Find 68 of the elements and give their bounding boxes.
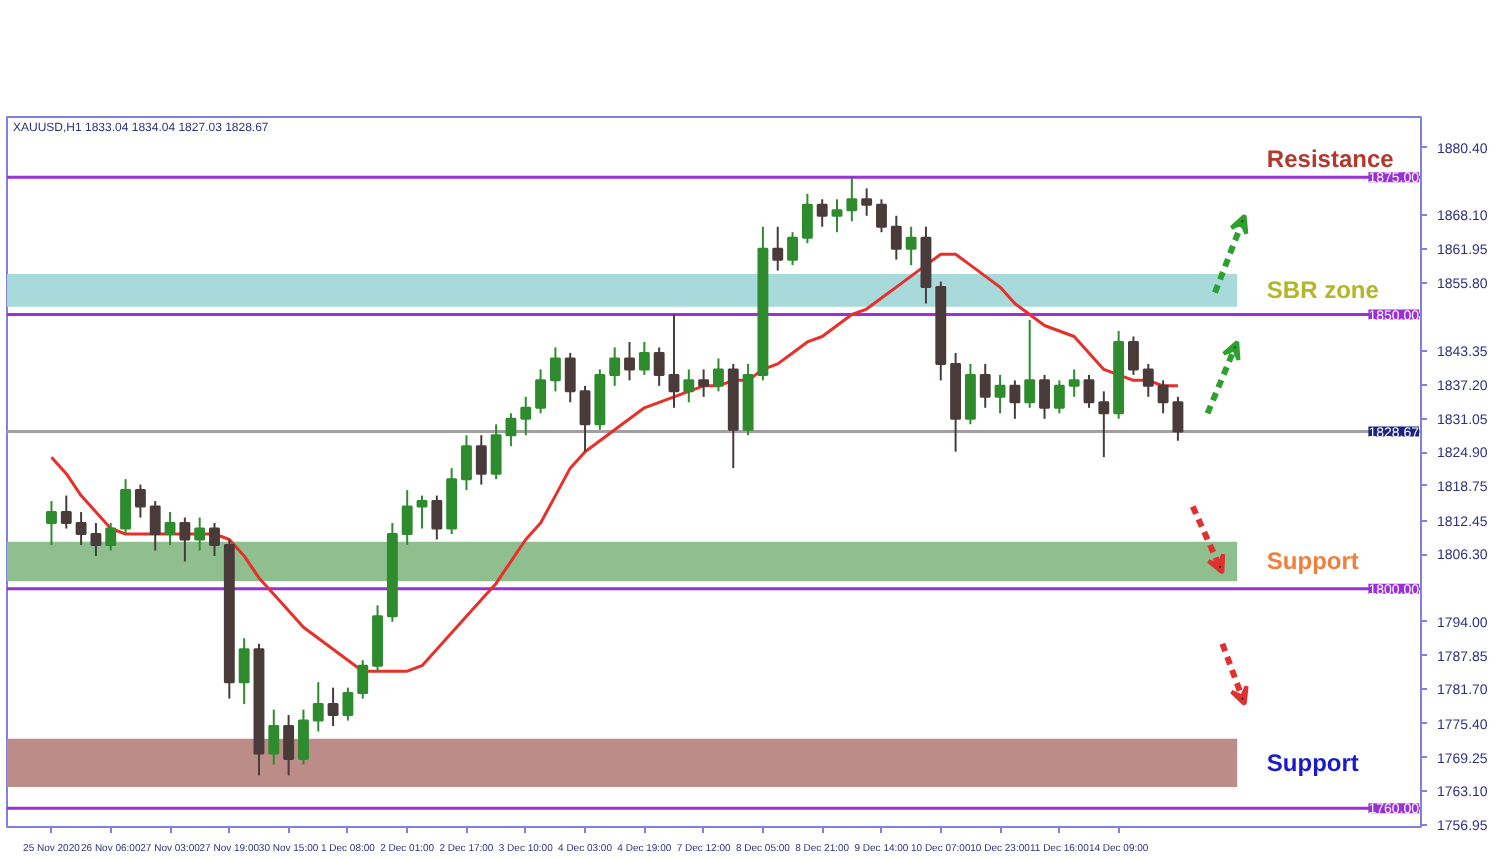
candlestick	[668, 313, 680, 409]
candlestick	[90, 522, 102, 557]
candlestick	[624, 340, 635, 382]
candlestick	[312, 681, 324, 733]
candlestick	[431, 494, 443, 541]
candlestick	[149, 500, 161, 552]
candlestick	[905, 225, 917, 267]
candlestick	[698, 368, 710, 398]
candlestick	[890, 214, 902, 261]
candlestick	[787, 231, 798, 267]
annotation: Resistance	[1266, 145, 1395, 174]
candlestick	[297, 708, 309, 766]
candlestick	[1068, 368, 1080, 398]
candlestick	[801, 192, 813, 245]
candlestick	[401, 489, 413, 546]
candlestick	[994, 373, 1006, 415]
candlestick	[505, 412, 517, 448]
candlestick	[238, 637, 250, 706]
candlestick	[1128, 335, 1139, 376]
candlestick	[134, 483, 146, 519]
candlestick	[979, 362, 991, 409]
candlestick	[342, 686, 354, 722]
candlestick	[549, 346, 561, 393]
candlestick	[461, 434, 472, 492]
candlestick	[327, 686, 339, 728]
candlestick	[1053, 379, 1065, 415]
candlestick	[105, 522, 117, 552]
candlestick	[876, 198, 887, 234]
candlestick	[268, 708, 280, 766]
band-label: Support	[1266, 547, 1359, 576]
candlestick	[179, 516, 191, 563]
candlestick	[46, 500, 57, 546]
candlestick	[816, 198, 828, 228]
candlestick	[846, 176, 858, 223]
candlestick	[861, 187, 873, 217]
candlestick	[1142, 362, 1154, 398]
band-label: Support	[1266, 748, 1359, 777]
candlestick	[609, 346, 621, 387]
candlestick	[490, 423, 502, 481]
candlestick	[357, 659, 369, 700]
candlestick	[283, 714, 295, 777]
candlestick	[564, 351, 576, 404]
candlestick	[75, 511, 87, 546]
candlestick	[964, 362, 976, 426]
candlestick	[831, 198, 843, 234]
candlestick	[683, 368, 695, 404]
candlestick	[164, 511, 176, 546]
candlestick	[653, 346, 665, 387]
candlestick	[1172, 395, 1184, 442]
candlestick	[535, 368, 547, 415]
candlestick	[416, 494, 428, 530]
candlestick	[1083, 373, 1095, 409]
candlestick	[1157, 379, 1169, 415]
candlestick	[475, 434, 487, 486]
candlestick	[772, 225, 784, 272]
candlestick	[1039, 373, 1050, 420]
candlestick	[638, 340, 650, 376]
candlestick	[579, 384, 591, 453]
candlestick	[120, 478, 132, 535]
band-label: SBR zone	[1266, 276, 1380, 305]
candlestick	[520, 395, 532, 437]
candlestick	[60, 494, 72, 530]
candlestick	[1009, 379, 1021, 420]
candlestick	[1024, 319, 1036, 409]
candlestick	[194, 516, 206, 552]
candlestick	[209, 522, 220, 557]
candlestick	[1098, 390, 1110, 459]
candlestick	[713, 357, 724, 393]
